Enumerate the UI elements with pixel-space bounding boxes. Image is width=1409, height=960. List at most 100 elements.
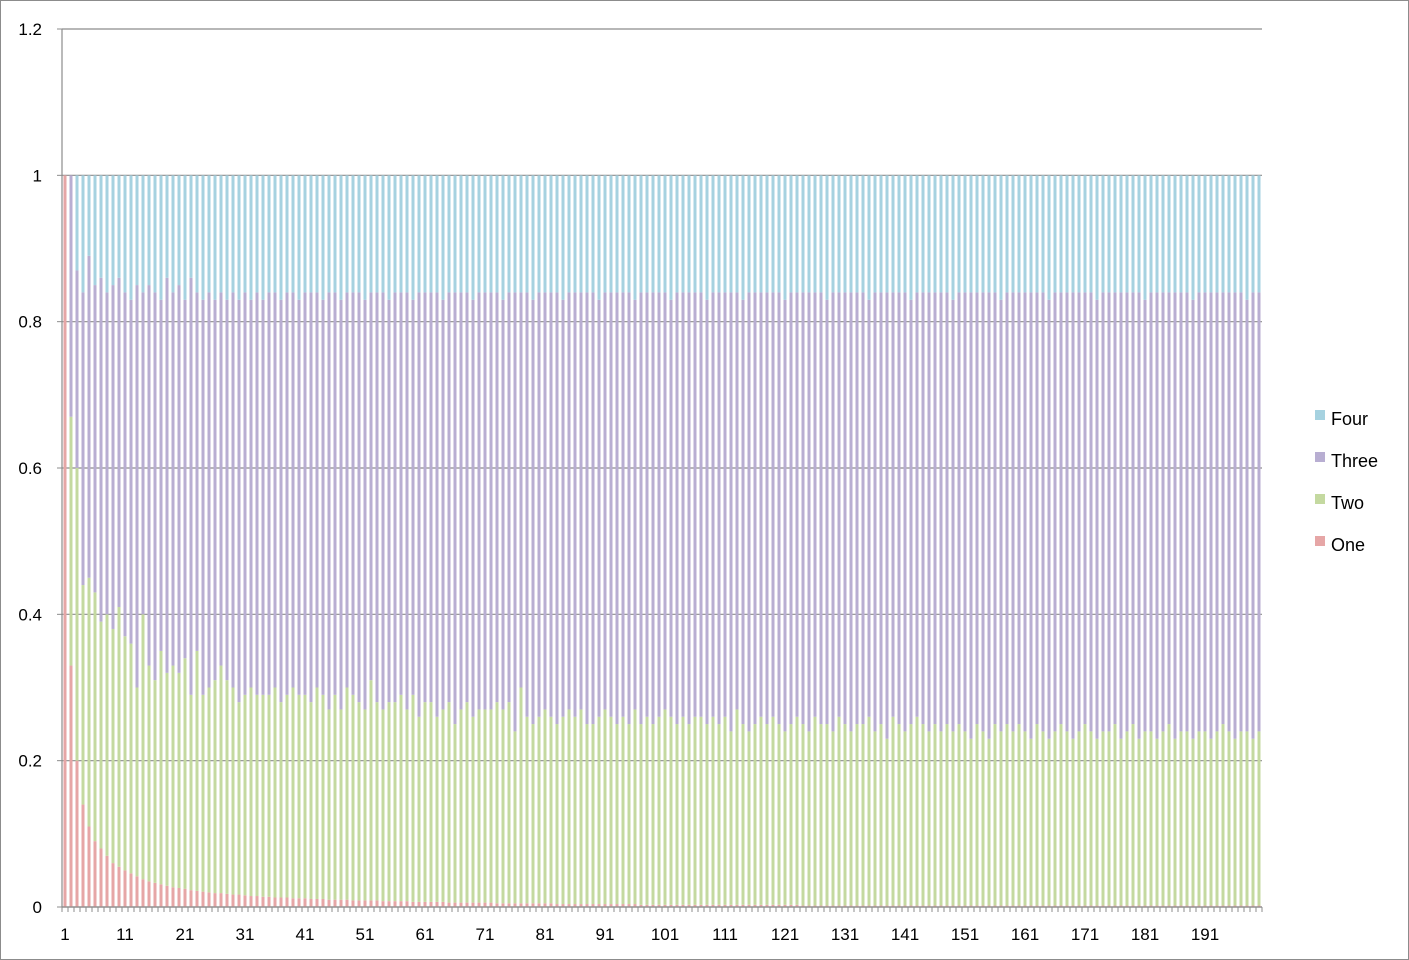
bar-segment-three: [135, 285, 139, 688]
bar-segment-one: [597, 904, 601, 907]
bar-segment-four: [975, 175, 979, 293]
bar-segment-two: [1083, 724, 1087, 906]
bar-segment-one: [993, 905, 997, 907]
bar-segment-three: [879, 292, 883, 725]
bar-segment-four: [645, 175, 649, 293]
bar-segment-four: [747, 175, 751, 293]
bar-segment-three: [927, 292, 931, 732]
bar-segment-four: [657, 175, 661, 293]
bar-segment-one: [957, 905, 961, 907]
bar-segment-four: [369, 175, 373, 293]
bar-segment-two: [1041, 731, 1045, 906]
bar-segment-three: [741, 299, 745, 725]
bar-segment-four: [1227, 175, 1231, 293]
bar-segment-two: [783, 731, 787, 905]
bar-segment-four: [411, 175, 415, 300]
bar-segment-three: [75, 270, 79, 468]
bar-segment-four: [1095, 175, 1099, 300]
bar-segment-four: [465, 175, 469, 293]
bar-segment-four: [729, 175, 733, 293]
bar-segment-one: [897, 905, 901, 907]
bar-segment-four: [321, 175, 325, 300]
bar-segment-four: [453, 175, 457, 293]
bar-segment-one: [609, 904, 613, 907]
bar-segment-three: [639, 292, 643, 725]
bar-segment-one: [423, 901, 427, 907]
bar-segment-two: [837, 716, 841, 906]
bar-segment-two: [93, 592, 97, 842]
x-axis-tick-labels: 1 11 21 31 41 51 61 71 81 91 101 111 121 131 141 151 161…: [60, 925, 1219, 944]
bar-segment-four: [741, 175, 745, 300]
bar-segment-three: [921, 292, 925, 725]
bar-segment-two: [69, 416, 73, 666]
bar-segment-two: [867, 716, 871, 906]
bar-segment-four: [897, 175, 901, 293]
bar-segment-two: [291, 687, 295, 899]
bar-segment-one: [915, 905, 919, 907]
bar-segment-one: [243, 895, 247, 907]
bar-segment-three: [279, 299, 283, 703]
y-axis-tick-labels: 0 0.2 0.4 0.6 0.8 1 1.2: [18, 20, 42, 917]
bar-segment-four: [195, 175, 199, 293]
bar-segment-one: [1251, 905, 1255, 907]
bar-segment-one: [93, 841, 97, 907]
bar-segment-two: [603, 709, 607, 905]
bar-segment-one: [483, 902, 487, 907]
bar-segment-two: [453, 724, 457, 903]
bar-segment-one: [1095, 905, 1099, 907]
bar-segment-three: [87, 255, 91, 578]
bar-segment-four: [1137, 175, 1141, 293]
bar-segment-one: [441, 901, 445, 907]
bar-segment-four: [501, 175, 505, 300]
bar-segment-three: [201, 299, 205, 695]
y-tick-label: 0.6: [18, 459, 42, 478]
bar-segment-four: [303, 175, 307, 293]
bar-segment-four: [1233, 175, 1237, 293]
bar-segment-two: [519, 687, 523, 904]
bar-segment-one: [675, 904, 679, 907]
bar-segment-four: [285, 175, 289, 293]
bar-segment-one: [1101, 905, 1105, 907]
bar-segment-one: [63, 175, 67, 908]
bar-segment-two: [1047, 738, 1051, 906]
bar-segment-one: [1197, 905, 1201, 907]
bar-segment-one: [1119, 905, 1123, 907]
bar-segment-two: [387, 702, 391, 902]
legend-swatch-two: [1315, 494, 1325, 504]
bar-segment-four: [1029, 175, 1033, 293]
bar-segment-four: [1197, 175, 1201, 293]
x-tick-label: 91: [596, 925, 615, 944]
bar-segment-one: [807, 905, 811, 907]
bar-segment-four: [1131, 175, 1135, 293]
bar-segment-one: [1155, 905, 1159, 907]
bar-segment-one: [1035, 905, 1039, 907]
bar-segment-four: [153, 175, 157, 293]
bar-segment-two: [687, 724, 691, 905]
bar-segment-four: [471, 175, 475, 300]
bar-segment-three: [825, 299, 829, 725]
bar-segment-two: [357, 702, 361, 901]
bar-segment-one: [849, 905, 853, 907]
bar-segment-four: [999, 175, 1003, 300]
x-tick-label: 61: [416, 925, 435, 944]
bar-segment-one: [753, 904, 757, 907]
bar-segment-four: [939, 175, 943, 293]
bar-segment-two: [567, 709, 571, 905]
bar-segment-two: [513, 731, 517, 904]
bar-segment-two: [405, 709, 409, 902]
bar-segment-three: [945, 292, 949, 725]
bar-segment-three: [123, 292, 127, 637]
bar-segment-three: [501, 299, 505, 710]
bar-segment-three: [585, 292, 589, 725]
bar-segment-two: [309, 702, 313, 899]
bar-segment-one: [603, 904, 607, 907]
grid-lines: [62, 28, 1262, 908]
bar-segment-four: [375, 175, 379, 293]
bar-segment-three: [525, 292, 529, 717]
bar-segment-three: [1173, 292, 1177, 739]
bar-segment-three: [621, 292, 625, 717]
bar-segment-one: [213, 893, 217, 907]
bar-segment-four: [879, 175, 883, 293]
bar-segment-one: [249, 896, 253, 907]
bar-segment-one: [1089, 905, 1093, 907]
